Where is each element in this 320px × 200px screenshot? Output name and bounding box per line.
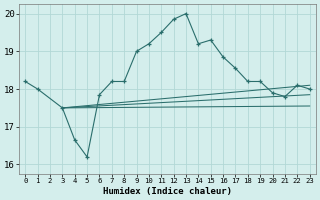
X-axis label: Humidex (Indice chaleur): Humidex (Indice chaleur) (103, 187, 232, 196)
